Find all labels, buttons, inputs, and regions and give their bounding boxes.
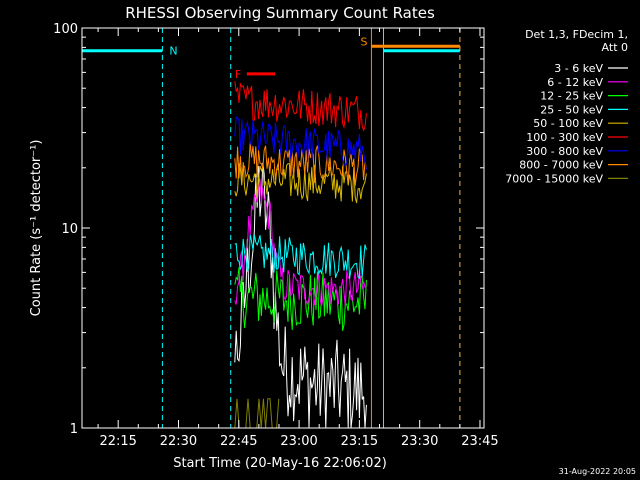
legend-label-4: 50 - 100 keV — [533, 117, 603, 130]
annotation-label-2: S — [360, 35, 367, 48]
y-tick-label-1: 10 — [61, 222, 78, 237]
x-tick-label-4: 23:15 — [341, 434, 378, 449]
x-tick-label-1: 22:30 — [160, 434, 197, 449]
legend-label-7: 800 - 7000 keV — [519, 159, 603, 172]
annotation-label-1: F — [235, 68, 241, 81]
series-0 — [234, 162, 367, 428]
series-7 — [234, 142, 367, 186]
series-line-5 — [234, 81, 367, 132]
series-5 — [234, 81, 367, 132]
y-tick-label-2: 100 — [53, 22, 78, 37]
x-tick-label-0: 22:15 — [99, 434, 136, 449]
y-tick-label-0: 1 — [70, 422, 78, 437]
legend-label-8: 7000 - 15000 keV — [505, 172, 603, 185]
series-line-2 — [234, 267, 367, 331]
series-line-0 — [234, 162, 367, 428]
x-tick-label-2: 22:45 — [220, 434, 257, 449]
legend-label-2: 12 - 25 keV — [540, 90, 603, 103]
series-3 — [234, 234, 367, 280]
series-line-8 — [234, 398, 280, 428]
series-6 — [234, 116, 367, 170]
series-line-1 — [234, 179, 367, 307]
date-stamp: 31-Aug-2022 20:05 — [559, 467, 636, 476]
series-line-4 — [234, 162, 367, 204]
series-4 — [234, 162, 367, 204]
x-tick-label-3: 23:00 — [280, 434, 317, 449]
legend-label-1: 6 - 12 keV — [547, 76, 603, 89]
x-axis-label: Start Time (20-May-16 22:06:02) — [173, 456, 387, 471]
y-axis-label: Count Rate (s⁻¹ detector⁻¹) — [29, 140, 44, 317]
series-8 — [234, 398, 280, 428]
series-line-6 — [234, 116, 367, 170]
plot-frame — [81, 27, 485, 429]
series-1 — [234, 179, 367, 307]
legend-label-0: 3 - 6 keV — [554, 62, 603, 75]
legend-header-1: Att 0 — [602, 41, 628, 54]
legend-label-6: 300 - 800 keV — [526, 145, 603, 158]
legend-header-0: Det 1,3, FDecim 1, — [525, 28, 628, 41]
annotation-label-0: N — [169, 45, 177, 58]
chart-title: RHESSI Observing Summary Count Rates — [125, 4, 435, 22]
series-line-3 — [234, 234, 367, 280]
series-line-7 — [234, 142, 367, 186]
x-tick-label-6: 23:45 — [461, 434, 498, 449]
legend-label-3: 25 - 50 keV — [540, 103, 603, 116]
legend-label-5: 100 - 300 keV — [526, 131, 603, 144]
x-tick-label-5: 23:30 — [401, 434, 438, 449]
series-2 — [234, 267, 367, 331]
